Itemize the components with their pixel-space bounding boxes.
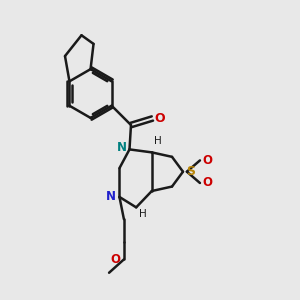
Text: N: N <box>117 141 127 154</box>
Text: O: O <box>202 176 213 190</box>
Text: O: O <box>202 154 213 167</box>
Text: S: S <box>186 165 195 178</box>
Text: N: N <box>106 190 116 203</box>
Text: O: O <box>154 112 165 125</box>
Text: H: H <box>139 209 146 219</box>
Text: O: O <box>110 253 120 266</box>
Text: H: H <box>154 136 162 146</box>
